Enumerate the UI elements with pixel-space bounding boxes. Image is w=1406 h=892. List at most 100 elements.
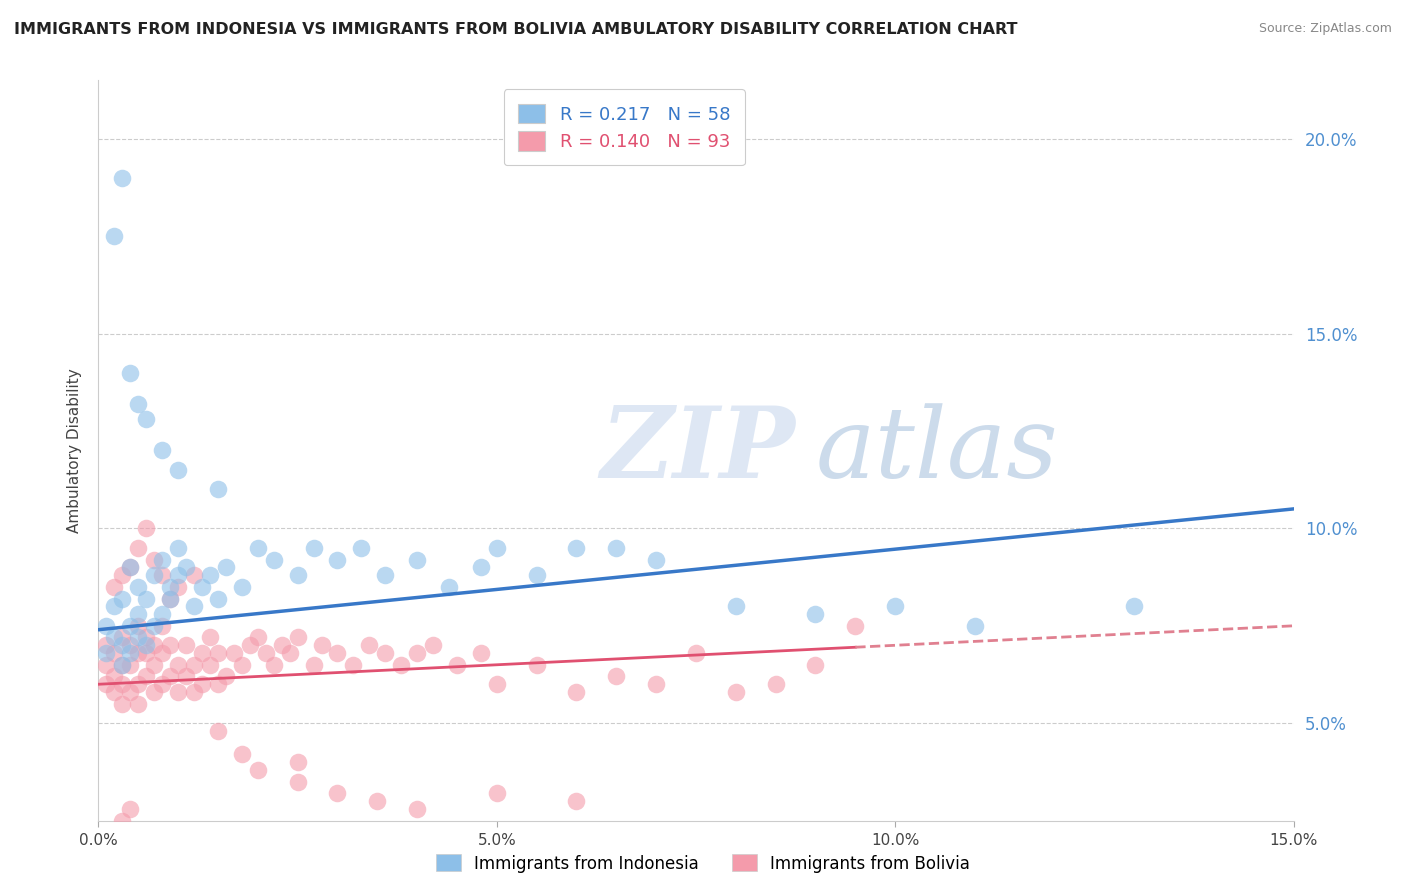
Point	[174, 669, 197, 683]
Point	[111, 657, 134, 672]
Point	[239, 638, 262, 652]
Point	[127, 580, 149, 594]
Point	[526, 657, 548, 672]
Point	[222, 646, 245, 660]
Point	[215, 560, 238, 574]
Point	[167, 657, 190, 672]
Point	[135, 631, 157, 645]
Point	[120, 560, 142, 574]
Point	[231, 657, 253, 672]
Point	[135, 412, 157, 426]
Point	[127, 607, 149, 621]
Point	[111, 631, 134, 645]
Point	[103, 685, 125, 699]
Point	[246, 763, 269, 777]
Point	[374, 646, 396, 660]
Point	[231, 580, 253, 594]
Point	[167, 541, 190, 555]
Point	[111, 638, 134, 652]
Point	[804, 607, 827, 621]
Point	[565, 685, 588, 699]
Point	[143, 638, 166, 652]
Point	[159, 591, 181, 606]
Point	[645, 677, 668, 691]
Text: ZIP: ZIP	[600, 402, 796, 499]
Point	[96, 646, 118, 660]
Text: IMMIGRANTS FROM INDONESIA VS IMMIGRANTS FROM BOLIVIA AMBULATORY DISABILITY CORRE: IMMIGRANTS FROM INDONESIA VS IMMIGRANTS …	[14, 22, 1018, 37]
Y-axis label: Ambulatory Disability: Ambulatory Disability	[67, 368, 83, 533]
Point	[167, 568, 190, 582]
Point	[111, 657, 134, 672]
Point	[645, 552, 668, 566]
Point	[191, 580, 214, 594]
Point	[263, 552, 285, 566]
Point	[207, 724, 229, 739]
Point	[724, 685, 747, 699]
Point	[135, 638, 157, 652]
Point	[127, 619, 149, 633]
Point	[96, 677, 118, 691]
Point	[287, 568, 309, 582]
Point	[287, 631, 309, 645]
Point	[198, 568, 221, 582]
Point	[150, 677, 173, 691]
Point	[366, 794, 388, 808]
Point	[207, 677, 229, 691]
Point	[183, 685, 205, 699]
Point	[311, 638, 333, 652]
Point	[231, 747, 253, 762]
Point	[359, 638, 381, 652]
Point	[167, 685, 190, 699]
Point	[135, 669, 157, 683]
Point	[765, 677, 787, 691]
Point	[103, 646, 125, 660]
Point	[167, 580, 190, 594]
Point	[485, 541, 508, 555]
Point	[183, 568, 205, 582]
Point	[120, 619, 142, 633]
Point	[120, 638, 142, 652]
Point	[406, 802, 429, 816]
Point	[342, 657, 364, 672]
Point	[350, 541, 373, 555]
Point	[143, 552, 166, 566]
Point	[127, 646, 149, 660]
Point	[526, 568, 548, 582]
Point	[198, 657, 221, 672]
Point	[159, 591, 181, 606]
Point	[127, 397, 149, 411]
Point	[150, 568, 173, 582]
Point	[120, 657, 142, 672]
Point	[207, 483, 229, 497]
Point	[207, 646, 229, 660]
Point	[246, 631, 269, 645]
Point	[111, 677, 134, 691]
Point	[302, 541, 325, 555]
Point	[174, 560, 197, 574]
Point	[470, 560, 492, 574]
Point	[685, 646, 707, 660]
Point	[263, 657, 285, 672]
Point	[207, 591, 229, 606]
Point	[111, 591, 134, 606]
Point	[111, 697, 134, 711]
Point	[724, 599, 747, 614]
Point	[470, 646, 492, 660]
Legend: R = 0.217   N = 58, R = 0.140   N = 93: R = 0.217 N = 58, R = 0.140 N = 93	[503, 89, 745, 165]
Point	[605, 669, 627, 683]
Point	[302, 657, 325, 672]
Point	[103, 229, 125, 244]
Point	[143, 657, 166, 672]
Point	[127, 541, 149, 555]
Point	[111, 814, 134, 828]
Point	[246, 541, 269, 555]
Point	[111, 568, 134, 582]
Point	[150, 646, 173, 660]
Point	[96, 657, 118, 672]
Point	[565, 794, 588, 808]
Point	[406, 552, 429, 566]
Point	[150, 443, 173, 458]
Point	[254, 646, 277, 660]
Point	[844, 619, 866, 633]
Point	[103, 580, 125, 594]
